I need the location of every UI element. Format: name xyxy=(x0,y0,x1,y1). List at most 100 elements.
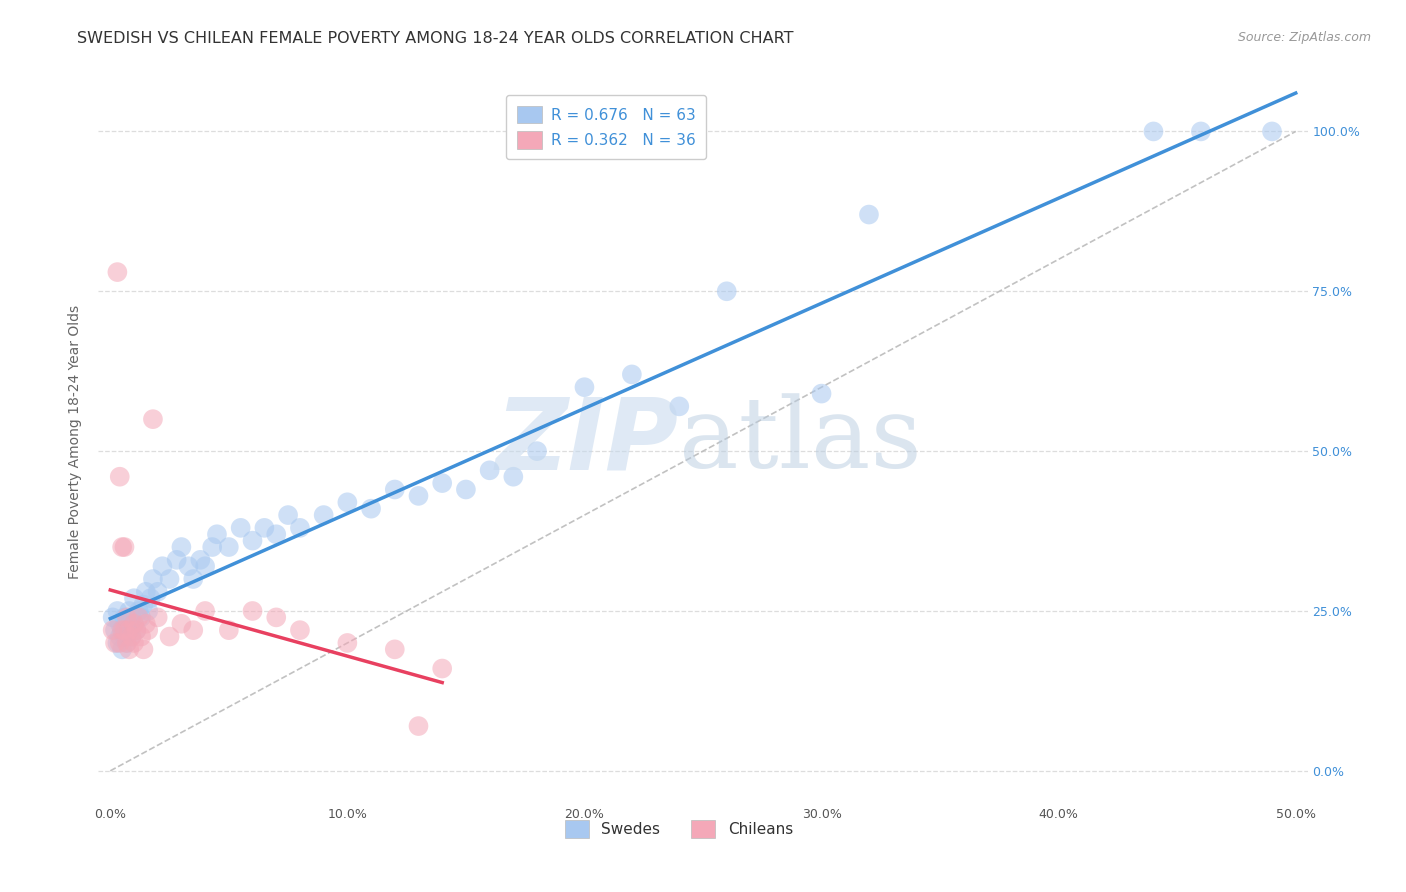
Point xyxy=(118,623,141,637)
Point xyxy=(108,469,131,483)
Point xyxy=(277,508,299,522)
Point xyxy=(1189,124,1212,138)
Point xyxy=(121,630,143,644)
Point xyxy=(129,610,152,624)
Point xyxy=(114,623,136,637)
Point xyxy=(132,642,155,657)
Point xyxy=(136,623,159,637)
Point xyxy=(432,476,454,491)
Point xyxy=(218,540,240,554)
Point xyxy=(105,604,128,618)
Point xyxy=(135,616,157,631)
Point xyxy=(384,642,406,657)
Point xyxy=(152,559,174,574)
Text: SWEDISH VS CHILEAN FEMALE POVERTY AMONG 18-24 YEAR OLDS CORRELATION CHART: SWEDISH VS CHILEAN FEMALE POVERTY AMONG … xyxy=(77,31,794,46)
Point xyxy=(146,610,169,624)
Point xyxy=(115,616,138,631)
Point xyxy=(139,591,162,606)
Point xyxy=(858,208,880,222)
Point xyxy=(121,610,143,624)
Point xyxy=(810,386,832,401)
Point xyxy=(166,553,188,567)
Text: Source: ZipAtlas.com: Source: ZipAtlas.com xyxy=(1237,31,1371,45)
Point xyxy=(159,572,181,586)
Point xyxy=(132,598,155,612)
Point xyxy=(194,604,217,618)
Point xyxy=(125,623,148,637)
Point xyxy=(170,616,193,631)
Point xyxy=(384,483,406,497)
Point xyxy=(104,623,127,637)
Point xyxy=(190,553,212,567)
Point xyxy=(114,610,136,624)
Point xyxy=(129,630,152,644)
Point xyxy=(115,636,138,650)
Point xyxy=(111,623,134,637)
Point xyxy=(122,591,145,606)
Point xyxy=(360,501,382,516)
Point xyxy=(242,533,264,548)
Point xyxy=(135,584,157,599)
Point xyxy=(181,623,204,637)
Point xyxy=(111,642,134,657)
Point xyxy=(159,630,181,644)
Point xyxy=(502,469,524,483)
Point xyxy=(115,610,138,624)
Point xyxy=(454,483,477,497)
Point xyxy=(181,572,204,586)
Point xyxy=(194,559,217,574)
Y-axis label: Female Poverty Among 18-24 Year Olds: Female Poverty Among 18-24 Year Olds xyxy=(69,304,83,579)
Legend: Swedes, Chileans: Swedes, Chileans xyxy=(557,813,800,846)
Point xyxy=(128,610,150,624)
Text: atlas: atlas xyxy=(679,393,921,490)
Point xyxy=(526,444,548,458)
Point xyxy=(264,610,287,624)
Point xyxy=(288,521,311,535)
Point xyxy=(105,265,128,279)
Point xyxy=(114,540,136,554)
Point xyxy=(125,623,148,637)
Point xyxy=(218,623,240,637)
Point xyxy=(118,604,141,618)
Point xyxy=(122,616,145,631)
Point xyxy=(122,636,145,650)
Point xyxy=(118,623,141,637)
Point xyxy=(1261,124,1284,138)
Point xyxy=(264,527,287,541)
Point xyxy=(104,636,127,650)
Point xyxy=(408,719,430,733)
Point xyxy=(668,400,690,414)
Point xyxy=(288,623,311,637)
Point xyxy=(336,636,359,650)
Point xyxy=(108,630,131,644)
Point xyxy=(142,412,165,426)
Point xyxy=(408,489,430,503)
Point xyxy=(146,584,169,599)
Point xyxy=(108,636,131,650)
Point xyxy=(177,559,200,574)
Point xyxy=(142,572,165,586)
Text: ZIP: ZIP xyxy=(496,393,679,490)
Point xyxy=(478,463,501,477)
Point xyxy=(170,540,193,554)
Point xyxy=(122,616,145,631)
Point xyxy=(574,380,596,394)
Point xyxy=(111,623,134,637)
Point xyxy=(242,604,264,618)
Point xyxy=(108,616,131,631)
Point xyxy=(121,630,143,644)
Point xyxy=(229,521,252,535)
Point xyxy=(114,630,136,644)
Point xyxy=(115,636,138,650)
Point xyxy=(432,661,454,675)
Point xyxy=(105,636,128,650)
Point xyxy=(312,508,335,522)
Point xyxy=(101,610,124,624)
Point xyxy=(205,527,228,541)
Point xyxy=(716,285,738,299)
Point xyxy=(1142,124,1164,138)
Point xyxy=(136,604,159,618)
Point xyxy=(111,540,134,554)
Point xyxy=(201,540,224,554)
Point xyxy=(620,368,643,382)
